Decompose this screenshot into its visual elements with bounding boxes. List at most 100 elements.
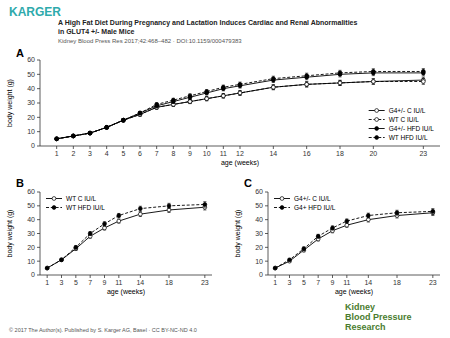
error-bar bbox=[205, 90, 208, 94]
error-bar bbox=[272, 76, 275, 81]
x-tick-label: 5 bbox=[302, 279, 306, 286]
y-tick bbox=[37, 233, 40, 234]
error-bar bbox=[105, 126, 108, 129]
data-point bbox=[188, 94, 192, 98]
error-bar bbox=[88, 132, 91, 134]
legend-label: WT C IU/L bbox=[389, 116, 420, 123]
x-tick bbox=[273, 146, 274, 149]
error-bar bbox=[422, 77, 425, 83]
x-tick-label: 1 bbox=[55, 150, 59, 157]
error-bar bbox=[88, 132, 91, 134]
error-bar bbox=[345, 223, 348, 227]
x-tick-label: 14 bbox=[269, 150, 277, 157]
x-tick-label: 11 bbox=[115, 279, 122, 286]
data-point bbox=[273, 266, 277, 270]
x-tick bbox=[106, 146, 107, 149]
y-tick bbox=[265, 275, 268, 276]
error-bar bbox=[302, 247, 305, 251]
series-line bbox=[57, 73, 424, 139]
error-bar bbox=[188, 94, 191, 98]
x-tick-label: 9 bbox=[331, 279, 335, 286]
y-tick bbox=[37, 261, 40, 262]
data-point bbox=[71, 134, 75, 138]
x-tick-label: 9 bbox=[103, 279, 107, 286]
x-tick-label: 6 bbox=[138, 150, 142, 157]
error-bar bbox=[122, 119, 125, 122]
data-point bbox=[366, 218, 370, 222]
x-tick bbox=[432, 275, 433, 278]
data-point bbox=[421, 80, 425, 84]
x-tick bbox=[104, 275, 105, 278]
x-tick-label: 23 bbox=[429, 279, 437, 286]
data-point bbox=[121, 118, 125, 122]
error-bar bbox=[238, 91, 241, 96]
x-tick bbox=[240, 146, 241, 149]
x-tick-label: 5 bbox=[121, 150, 125, 157]
x-tick bbox=[423, 146, 424, 149]
error-bar bbox=[372, 69, 375, 74]
x-tick bbox=[61, 275, 62, 278]
x-tick bbox=[140, 275, 141, 278]
data-point bbox=[238, 82, 242, 86]
data-point bbox=[138, 212, 142, 216]
title: A High Fat Diet During Pregnancy and Lac… bbox=[58, 19, 357, 27]
error-bar bbox=[372, 79, 375, 84]
x-tick-label: 11 bbox=[343, 279, 350, 286]
error-bar bbox=[305, 82, 308, 87]
plot-area bbox=[45, 202, 206, 270]
data-point bbox=[188, 100, 192, 104]
x-tick-label: 7 bbox=[155, 150, 159, 157]
copyright: © 2017 The Author(s). Published by S. Ka… bbox=[9, 327, 197, 333]
data-point bbox=[371, 80, 375, 84]
x-tick bbox=[156, 146, 157, 149]
error-bar bbox=[431, 209, 434, 215]
x-tick-label: 8 bbox=[171, 150, 175, 157]
data-point bbox=[60, 258, 64, 262]
x-tick bbox=[368, 275, 369, 278]
legend-marker bbox=[375, 127, 379, 131]
data-point bbox=[138, 207, 142, 211]
data-point bbox=[305, 82, 309, 86]
data-point bbox=[103, 226, 107, 230]
data-point bbox=[55, 137, 59, 141]
error-bar bbox=[105, 126, 108, 129]
data-point bbox=[105, 125, 109, 129]
data-point bbox=[74, 245, 78, 249]
error-bar bbox=[89, 232, 92, 236]
error-bar bbox=[345, 219, 348, 223]
x-tick bbox=[332, 275, 333, 278]
series-line bbox=[57, 71, 424, 138]
error-bar bbox=[103, 226, 106, 230]
data-point bbox=[345, 223, 349, 227]
data-point bbox=[155, 103, 159, 107]
x-tick-label: 18 bbox=[165, 279, 173, 286]
data-point bbox=[431, 209, 435, 213]
data-point bbox=[338, 81, 342, 85]
data-point bbox=[121, 118, 125, 122]
error-bar bbox=[272, 85, 275, 90]
y-tick bbox=[37, 74, 40, 75]
error-bar bbox=[317, 234, 320, 238]
error-bar bbox=[188, 100, 191, 104]
legend-marker bbox=[280, 197, 284, 201]
x-tick-label: 16 bbox=[303, 150, 311, 157]
x-axis-label: age (weeks) bbox=[107, 288, 145, 296]
data-point bbox=[45, 266, 49, 270]
x-tick-label: 4 bbox=[105, 150, 109, 157]
legend-label: WT HFD IU/L bbox=[66, 204, 105, 211]
y-tick-label: 10 bbox=[27, 258, 35, 265]
x-tick bbox=[47, 275, 48, 278]
x-tick-label: 10 bbox=[203, 150, 211, 157]
error-bar bbox=[105, 126, 108, 129]
y-tick-label: 40 bbox=[27, 216, 35, 223]
data-point bbox=[366, 214, 370, 218]
x-tick-label: 18 bbox=[336, 150, 344, 157]
data-point bbox=[421, 70, 425, 74]
background bbox=[0, 0, 450, 338]
legend-label: G4+/- HFD IU/L bbox=[389, 125, 435, 132]
error-bar bbox=[103, 222, 106, 226]
y-tick-label: 40 bbox=[255, 216, 263, 223]
data-point bbox=[221, 94, 225, 98]
data-point bbox=[103, 222, 107, 226]
error-bar bbox=[74, 246, 77, 250]
